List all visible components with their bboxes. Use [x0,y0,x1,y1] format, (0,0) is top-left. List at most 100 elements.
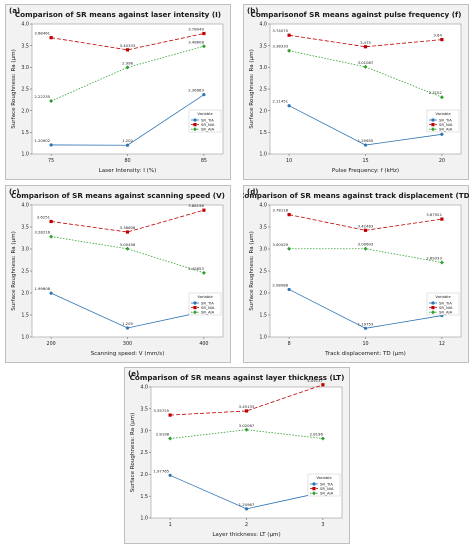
series-line-nia [51,33,204,51]
y-tick-label: 2.0 [259,291,267,297]
data-label-tia: 1.20967 [239,502,255,507]
y-tick-label: 2.0 [21,108,29,114]
legend-marker-tia [312,482,316,486]
data-label-ala: 2.22235 [34,94,50,99]
chart-title: Comparison of SR means against track dis… [243,191,469,200]
data-label-ala: 3.00603 [358,242,374,247]
legend-marker-nia [193,123,197,127]
y-axis-label: Surface Roughness: Ra (µm) [249,49,255,129]
legend-title: Variable [435,111,451,116]
data-label-tia: 1.19753 [358,321,374,326]
x-axis-label: Pulse Frequency: f (kHz) [332,168,399,174]
x-tick-label: 300 [123,341,132,347]
y-tick-label: 4.0 [259,203,267,209]
data-point-ala [363,64,368,69]
data-label-ala: 3.00529 [272,242,288,247]
data-label-ala: 2.45853 [188,266,204,271]
y-tick-label: 2.0 [21,291,29,297]
panel-tag: (c) [9,188,20,196]
data-label-nia: 3.78049 [188,27,204,32]
series-line-ala [50,45,205,102]
legend-title: Variable [197,294,213,299]
legend-box [188,292,222,316]
y-tick-label: 3.0 [140,428,148,434]
series-line-nia [170,384,324,416]
data-point-ala [125,246,130,251]
legend-marker-ala [312,491,316,496]
data-label-nia: 3.35725 [153,408,169,413]
legend-entry-tia: SR_TiA [201,300,214,305]
data-point-nia [202,31,206,36]
legend-box [426,109,460,133]
data-label-nia: 3.42463 [358,223,374,228]
data-label-tia: 2.36963 [188,88,204,93]
y-axis-label: Surface Roughness: Ra (µm) [11,49,17,129]
data-label-ala: 3.01087 [358,60,374,65]
panel-tag: (b) [247,7,258,15]
y-axis-label: Surface Roughness: Ra (µm) [130,413,136,493]
chart-title: Comparisonof SR means against pulse freq… [251,10,462,19]
panel-tag: (a) [9,7,20,15]
data-point-tia [202,93,206,97]
data-point-ala [439,95,444,100]
data-point-nia [287,213,291,217]
x-tick-label: 12 [439,341,445,347]
y-tick-label: 1.5 [140,494,148,500]
data-point-ala [320,436,325,441]
data-point-nia [168,413,172,417]
y-tick-label: 1.5 [259,130,267,136]
chart-title: Comparison of SR means against laser int… [15,10,221,19]
legend-entry-tia: SR_TiA [439,117,452,122]
x-tick-label: 10 [362,341,368,347]
y-tick-label: 4.0 [21,203,29,209]
y-tick-label: 3.0 [21,247,29,253]
y-tick-label: 3.5 [140,407,148,413]
data-point-nia [287,33,291,37]
legend-entry-ala: SR_AlA [201,310,215,315]
data-point-tia [440,132,444,136]
data-label-nia: 3.64 [433,33,442,38]
data-point-tia [125,143,130,147]
y-axis-label: Surface Roughness: Ra (µm) [249,231,255,311]
chart-panel-a: (a)Comparison of SR means against laser … [5,4,231,180]
legend-marker-ala [431,127,435,132]
legend-entry-tia: SR_TiA [201,117,214,122]
data-label-ala: 3.38333 [272,44,288,49]
legend-marker-tia [431,118,435,122]
y-tick-label: 2.5 [259,87,267,93]
legend-entry-nia: SR_NiA [439,305,453,310]
data-point-ala [201,44,206,49]
legend-box [188,109,222,133]
legend-entry-ala: SR_AlA [439,310,453,315]
data-point-tia [168,473,172,477]
data-point-ala [125,65,130,70]
data-label-nia: 3.78118 [272,208,288,213]
data-label-ala: 3.48608 [188,39,204,44]
data-point-nia [363,45,368,49]
x-tick-label: 8 [288,341,291,347]
y-tick-label: 4.0 [21,22,29,28]
x-tick-label: 400 [199,341,208,347]
y-tick-label: 3.0 [259,247,267,253]
legend-box [426,292,460,316]
data-point-nia [440,38,444,42]
data-point-ala [363,246,368,251]
y-tick-label: 3.5 [259,43,267,49]
legend-entry-tia: SR_TiA [439,300,452,305]
chart-panel-b: (b)Comparisonof SR means against pulse f… [243,4,469,180]
legend-marker-ala [431,310,435,315]
legend-title: Variable [197,111,213,116]
legend-title: Variable [316,475,332,480]
data-point-nia [244,409,249,413]
data-point-ala [244,427,249,432]
data-label-nia: 3.74070 [272,28,288,33]
data-label-nia: 3.40333 [120,43,136,48]
legend-entry-ala: SR_AlA [320,491,334,496]
data-label-nia: 3.67922 [426,212,442,217]
x-tick-label: 85 [201,158,207,164]
legend-box [307,473,341,497]
y-tick-label: 1.0 [259,335,267,341]
legend-entry-nia: SR_NiA [201,122,215,127]
data-label-nia: 3.6251 [37,214,51,219]
